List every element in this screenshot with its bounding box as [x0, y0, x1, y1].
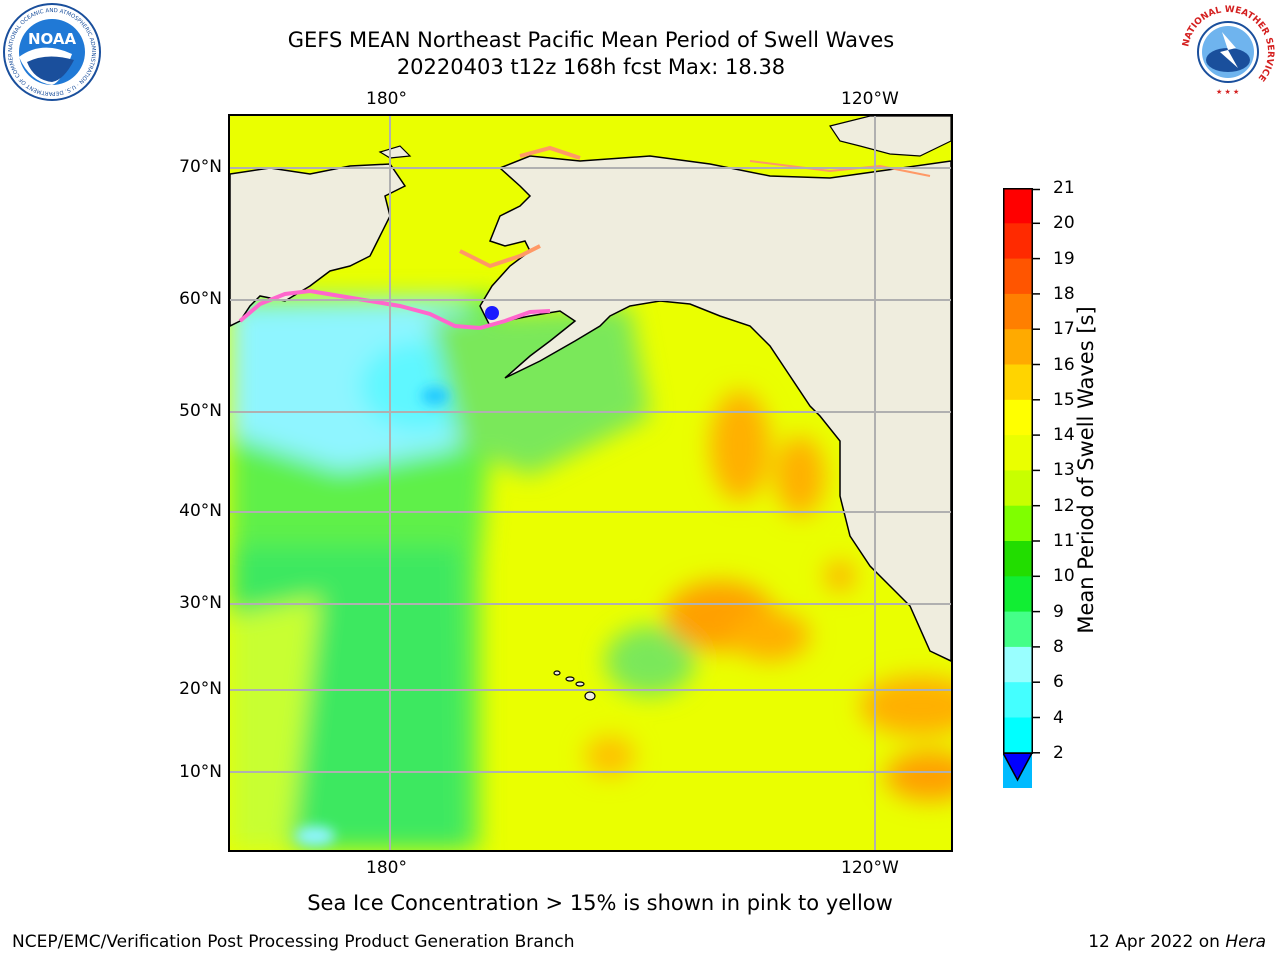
lat-label-50n: 50°N	[179, 401, 222, 421]
colorbar-tick-label: 4	[1053, 707, 1064, 728]
map-svg	[230, 116, 951, 850]
footer-machine: Hera	[1225, 932, 1266, 952]
colorbar-cell	[1003, 258, 1032, 295]
noaa-logo-text: NOAA	[28, 30, 77, 48]
colorbar-label: Mean Period of Swell Waves [s]	[1074, 306, 1098, 634]
wave-period-field	[230, 296, 951, 850]
colorbar-cell	[1003, 541, 1032, 577]
map-grid	[230, 116, 951, 850]
colorbar-tick-label: 20	[1053, 213, 1075, 234]
sea-ice-edge	[238, 145, 931, 331]
land-asia	[230, 163, 407, 327]
lat-label-60n: 60°N	[179, 289, 222, 309]
lon-label-bottom-180: 180°	[366, 858, 407, 878]
colorbar-tick-label: 21	[1053, 178, 1075, 198]
ice-low-period-spot	[485, 306, 499, 320]
lat-label-10n: 10°N	[179, 762, 222, 782]
colorbar-tick-label: 15	[1053, 389, 1075, 410]
nws-logo: NATIONAL WEATHER SERVICE ★ ★ ★	[1180, 4, 1276, 100]
svg-text:★ ★ ★: ★ ★ ★	[1216, 88, 1239, 96]
colorbar-cell	[1003, 188, 1032, 224]
lon-label-top-180: 180°	[366, 89, 407, 109]
footer-date: 12 Apr 2022 on Hera	[1088, 932, 1266, 952]
colorbar-tick-label: 16	[1053, 354, 1075, 375]
colorbar-tick-label: 6	[1053, 672, 1064, 693]
lon-label-bottom-120w: 120°W	[841, 858, 899, 878]
colorbar-cell	[1003, 399, 1032, 436]
noaa-logo: NATIONAL OCEANIC AND ATMOSPHERIC ADMINIS…	[2, 2, 101, 101]
colorbar-tick-label: 13	[1053, 460, 1075, 481]
sea-ice-note: Sea Ice Concentration > 15% is shown in …	[307, 891, 893, 915]
lat-label-30n: 30°N	[179, 593, 222, 613]
colorbar-cell	[1003, 293, 1032, 330]
colorbar-cell	[1003, 576, 1032, 613]
colorbar-tick-label: 9	[1053, 601, 1064, 622]
colorbar-cell	[1003, 646, 1032, 683]
colorbar-cell	[1003, 223, 1032, 260]
colorbar-tick-label: 2	[1053, 742, 1064, 763]
colorbar-cell	[1003, 611, 1032, 648]
colorbar-cell	[1003, 435, 1032, 471]
hawaii-islands	[553, 670, 596, 701]
chart-title: GEFS MEAN Northeast Pacific Mean Period …	[287, 28, 895, 52]
lon-label-top-120w: 120°W	[841, 89, 899, 109]
colorbar-cell	[1003, 329, 1032, 365]
chart-subtitle: 20220403 t12z 168h fcst Max: 18.38	[396, 55, 786, 79]
footer-date-text: 12 Apr 2022 on	[1088, 932, 1220, 952]
colorbar-tick-label: 10	[1053, 566, 1075, 587]
lat-label-20n: 20°N	[179, 679, 222, 699]
colorbar-cell	[1003, 470, 1032, 507]
lat-label-70n: 70°N	[179, 157, 222, 177]
colorbar-tick-label: 17	[1053, 319, 1075, 340]
lat-label-40n: 40°N	[179, 501, 222, 521]
map-panel	[228, 114, 953, 852]
colorbar-tick-label: 19	[1053, 248, 1075, 269]
footer-credit: NCEP/EMC/Verification Post Processing Pr…	[12, 932, 575, 952]
colorbar-tick-label: 11	[1053, 531, 1075, 551]
colorbar-cell	[1003, 505, 1032, 542]
colorbar-tick-label: 14	[1053, 425, 1075, 446]
colorbar-tick-label: 18	[1053, 283, 1075, 304]
colorbar-cell	[1003, 364, 1032, 401]
colorbar-tick-label: 12	[1053, 495, 1075, 516]
colorbar-tick-label: 8	[1053, 636, 1064, 657]
colorbar	[1003, 188, 1040, 788]
colorbar-cell	[1003, 717, 1032, 754]
colorbar-cell	[1003, 682, 1032, 718]
